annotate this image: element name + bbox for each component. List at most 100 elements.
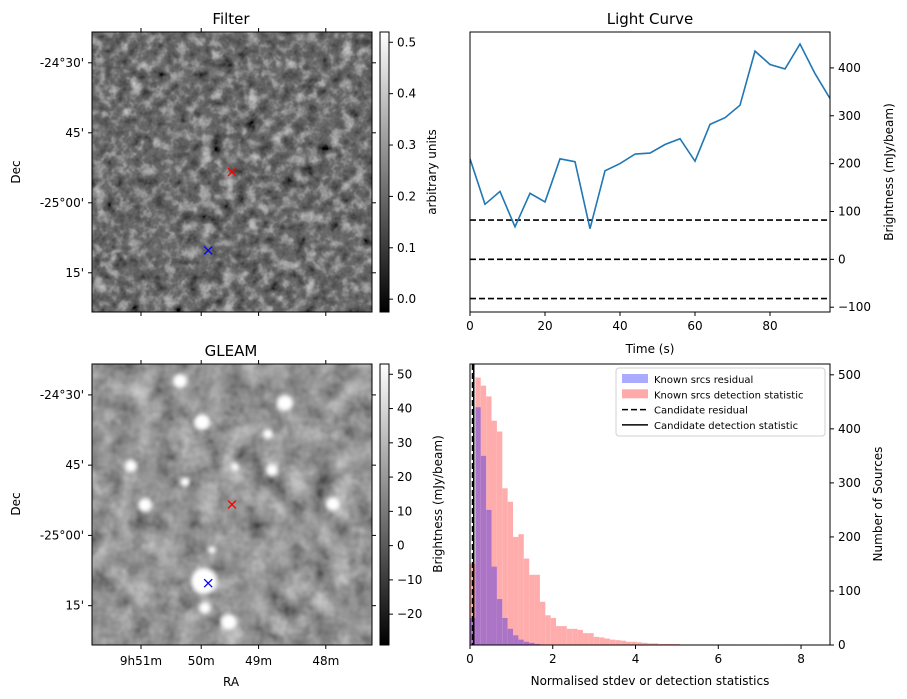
gleam-ra-tick-label: 50m [188, 654, 215, 668]
histogram-bar [513, 536, 519, 645]
light-curve-xtick-label: 80 [762, 319, 777, 333]
gleam-dec-tick-label: -24°30' [40, 388, 84, 402]
gleam-title: GLEAM [205, 342, 258, 360]
legend-entry: Known srcs residual [622, 374, 753, 386]
light-curve-ytick-label: 400 [838, 61, 861, 75]
histogram-xtick-label: 4 [632, 652, 640, 666]
histogram-bar [652, 643, 659, 645]
histogram-bar [593, 636, 600, 645]
histogram-bar [507, 628, 514, 645]
light-curve-ytick-label: −100 [838, 300, 871, 314]
histogram-xtick-label: 8 [797, 652, 805, 666]
histogram-ylabel: Number of Sources [871, 447, 885, 562]
filter-colorbar [379, 31, 390, 313]
histogram-ytick-label: 200 [838, 530, 861, 544]
histogram-bar [674, 643, 680, 645]
light-curve-xtick-label: 0 [466, 319, 474, 333]
histogram-xticks: 0 2 4 6 8 [466, 645, 805, 666]
legend-frame [615, 367, 826, 437]
histogram-bar [480, 455, 487, 645]
histogram-bar [502, 617, 508, 645]
filter-title: Filter [212, 10, 250, 28]
histogram-bar [523, 641, 530, 645]
gleam-dec-tick-label: 15' [65, 599, 84, 613]
histogram-bar [658, 643, 664, 645]
histogram-ytick-label: 300 [838, 476, 861, 490]
legend-swatch [622, 389, 648, 399]
light-curve-ytick-label: 0 [838, 252, 846, 266]
light-curve-panel: Light Curve 0 20 40 60 80 −1000100200300400 … [466, 10, 896, 356]
histogram-bar [534, 574, 540, 645]
histogram-ytick-label: 0 [838, 638, 846, 652]
histogram-ytick-label: 400 [838, 422, 861, 436]
filter-dec-tick-label: 15' [65, 266, 84, 280]
light-curve-yticks: −100 0 100 200 300 400 [830, 61, 871, 314]
histogram-bar [529, 642, 535, 645]
histogram-bar [620, 640, 626, 645]
filter-colorbar-tick-label: 0.0 [397, 292, 416, 306]
histogram-bar [669, 643, 675, 645]
histogram-bar [539, 601, 546, 645]
light-curve-xtick-label: 40 [612, 319, 627, 333]
marker-x [203, 578, 213, 588]
histogram-bar [556, 626, 562, 645]
light-curve-frame [469, 31, 831, 313]
histogram-bar [626, 641, 632, 645]
histogram-bar [550, 617, 557, 645]
light-curve-title: Light Curve [607, 10, 693, 28]
light-curve-series-line [470, 42, 830, 229]
legend-entry: Candidate residual [622, 406, 748, 417]
histogram-bar [663, 643, 670, 645]
histogram-bar [631, 641, 637, 645]
histogram-bar [588, 633, 594, 645]
histogram-xtick-label: 6 [714, 652, 722, 666]
filter-panel: Filter -24°30'45'-25°00'15' Dec 0.00.10.… [9, 10, 439, 316]
gleam-colorbar-tick-label: 50 [397, 367, 412, 381]
histogram-ytick-label: 100 [838, 584, 861, 598]
histogram-residual-bars [470, 407, 546, 645]
histogram-bar [496, 431, 503, 645]
histogram-xlabel: Normalised stdev or detection statistics [531, 674, 770, 688]
histogram-ytick-label: 500 [838, 368, 861, 382]
gleam-ylabel: Dec [9, 492, 23, 515]
legend-label: Candidate residual [654, 406, 748, 417]
light-curve-xtick-label: 60 [687, 319, 702, 333]
gleam-point-sources [125, 374, 340, 630]
histogram-bar [647, 643, 653, 645]
filter-colorbar-tick-label: 0.5 [397, 35, 416, 49]
histogram-bar [502, 488, 508, 645]
histogram-bar [545, 615, 551, 645]
light-curve-ytick-label: 300 [838, 109, 861, 123]
gleam-colorbar-tick-label: −20 [397, 607, 422, 621]
gleam-colorbar-tick-label: −10 [397, 573, 422, 587]
filter-colorbar-label: arbitrary units [425, 129, 439, 215]
light-curve-ylabel: Brightness (mJy/beam) [882, 103, 896, 241]
light-curve-xticks: 0 20 40 60 80 [466, 312, 778, 333]
light-curve-ytick-label: 200 [838, 157, 861, 171]
histogram-bar [523, 558, 530, 645]
gleam-colorbar-tick-label: 20 [397, 470, 412, 484]
legend-swatch [622, 374, 648, 383]
gleam-colorbar-tick-label: 30 [397, 436, 412, 450]
filter-colorbar-tick-label: 0.1 [397, 241, 416, 255]
histogram-xtick-label: 0 [466, 652, 474, 666]
histogram-bar [480, 385, 487, 645]
histogram-xtick-label: 2 [549, 652, 557, 666]
histogram-panel: 0 2 4 6 8 0 100 200 300 400 500 Normalised stdev … [466, 363, 885, 688]
histogram-bar [599, 637, 605, 645]
legend-label: Known srcs detection statistic [654, 390, 803, 401]
histogram-bar [636, 642, 643, 645]
gleam-colorbar-tick-label: 40 [397, 402, 412, 416]
gleam-xlabel: RA [223, 675, 240, 689]
marker-x [203, 245, 213, 255]
gleam-ra-tick-label: 49m [245, 654, 272, 668]
histogram-bar [642, 642, 648, 645]
filter-dec-tick-label: -24°30' [40, 56, 84, 70]
gleam-colorbar-tick-label: 10 [397, 504, 412, 518]
histogram-candidate-lines [471, 364, 475, 645]
histogram-bar [534, 643, 540, 645]
histogram-bar [572, 628, 578, 645]
histogram-bar [566, 628, 573, 645]
light-curve-hlines [470, 219, 830, 300]
